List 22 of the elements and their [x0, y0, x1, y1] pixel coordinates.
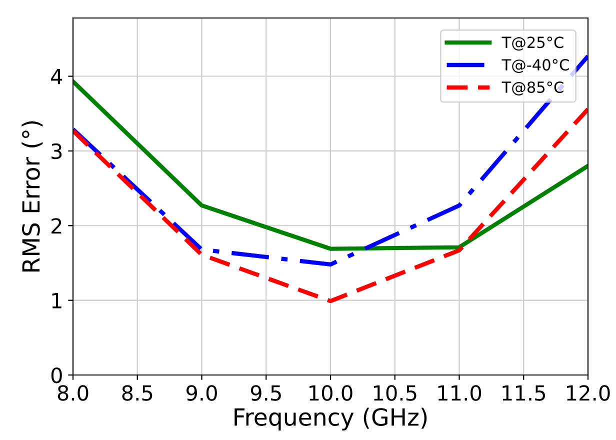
x-tick-label: 8.5 [122, 385, 152, 401]
line-series [73, 54, 588, 267]
legend-label: T@85°C [502, 81, 564, 96]
y-axis-title: RMS Error (°) [22, 121, 43, 272]
line-series [73, 107, 588, 304]
x-tick-label: 10.0 [310, 385, 352, 401]
legend-label: T@-40°C [502, 59, 569, 74]
x-tick-label: 11.0 [438, 385, 482, 401]
x-tick-label: 8.0 [58, 385, 88, 401]
x-tick-label: 11.5 [502, 385, 545, 401]
line-series [73, 79, 588, 251]
x-tick-label: 10.5 [374, 385, 416, 401]
legend-label: T@25°C [502, 36, 564, 51]
y-tick-label: 2 [52, 218, 62, 234]
y-tick-label: 4 [51, 68, 62, 84]
x-tick-label: 9.0 [186, 385, 217, 401]
y-tick-label: 3 [52, 143, 62, 160]
y-tick-label: 1 [52, 293, 62, 308]
x-tick-label: 12.0 [567, 385, 610, 401]
x-tick-label: 9.5 [250, 385, 281, 401]
y-tick-label: 0 [51, 367, 62, 384]
x-axis-title: Frequency (GHz) [234, 408, 427, 431]
